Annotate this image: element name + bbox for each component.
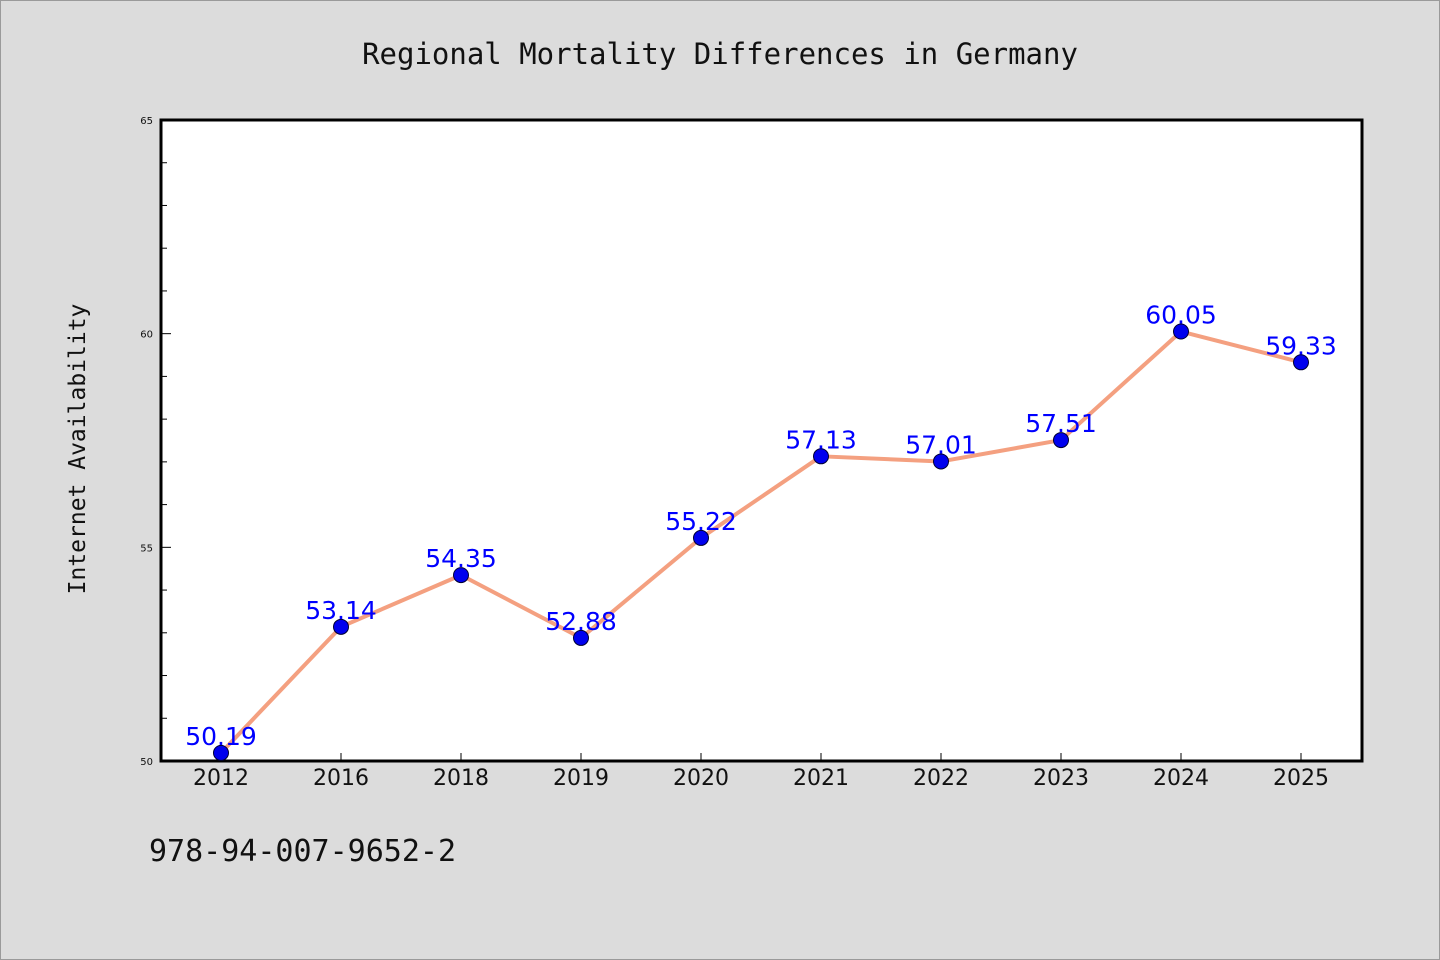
y-tick-label: 65 bbox=[140, 116, 153, 127]
data-label: 54.35 bbox=[425, 544, 497, 573]
data-label: 57.51 bbox=[1025, 409, 1097, 438]
x-tick-label: 2018 bbox=[433, 766, 489, 791]
data-labels: 50.19 53.14 54.35 52.88 55.22 57.13 57.01 57.51… bbox=[185, 301, 1337, 751]
data-point bbox=[213, 744, 229, 761]
data-label: 55.22 bbox=[665, 507, 737, 536]
x-tick-label: 2023 bbox=[1033, 766, 1089, 791]
data-point bbox=[693, 529, 709, 546]
x-tick-label: 2022 bbox=[913, 766, 969, 791]
x-tick-label: 2012 bbox=[193, 766, 249, 791]
x-tick-label: 2024 bbox=[1153, 766, 1209, 791]
data-point bbox=[333, 618, 349, 635]
data-point bbox=[1053, 432, 1069, 449]
data-label: 52.88 bbox=[545, 607, 617, 636]
x-tick-label: 2021 bbox=[793, 766, 849, 791]
y-axis-label: Internet Availability bbox=[65, 304, 91, 595]
data-label: 50.19 bbox=[185, 722, 257, 751]
y-axis-ticks: 50 55 60 65 bbox=[140, 116, 171, 768]
plot-area bbox=[159, 118, 1364, 763]
isbn-code: 978-94-007-9652-2 bbox=[149, 834, 457, 869]
y-tick-label: 60 bbox=[140, 330, 153, 341]
data-point bbox=[1293, 354, 1309, 371]
y-tick-label: 50 bbox=[140, 757, 153, 768]
x-axis-ticks: 2012 2016 2018 2019 2020 2021 2022 2023 2024 2025 bbox=[193, 753, 1329, 791]
data-label: 60.05 bbox=[1145, 301, 1217, 330]
series-path bbox=[219, 329, 1302, 755]
data-label: 57.01 bbox=[905, 430, 977, 459]
data-point bbox=[453, 567, 469, 584]
data-label: 53.14 bbox=[305, 596, 377, 625]
data-point bbox=[573, 629, 589, 646]
x-tick-label: 2025 bbox=[1273, 766, 1329, 791]
y-tick-label: 55 bbox=[140, 543, 153, 554]
x-tick-label: 2020 bbox=[673, 766, 729, 791]
data-label: 57.13 bbox=[785, 425, 857, 454]
data-point bbox=[1173, 323, 1189, 340]
x-tick-label: 2016 bbox=[313, 766, 369, 791]
x-tick-label: 2019 bbox=[553, 766, 609, 791]
data-point bbox=[813, 448, 829, 465]
data-point bbox=[933, 453, 949, 470]
series-line bbox=[213, 323, 1309, 761]
chart-title: Regional Mortality Differences in German… bbox=[362, 37, 1078, 71]
data-label: 59.33 bbox=[1265, 331, 1337, 360]
